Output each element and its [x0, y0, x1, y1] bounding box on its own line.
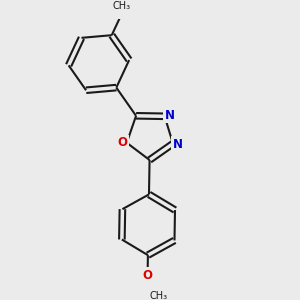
- Text: O: O: [142, 269, 153, 282]
- Text: N: N: [165, 109, 175, 122]
- Text: N: N: [173, 138, 183, 151]
- Text: O: O: [118, 136, 128, 149]
- Text: CH₃: CH₃: [113, 1, 131, 10]
- Text: CH₃: CH₃: [150, 291, 168, 300]
